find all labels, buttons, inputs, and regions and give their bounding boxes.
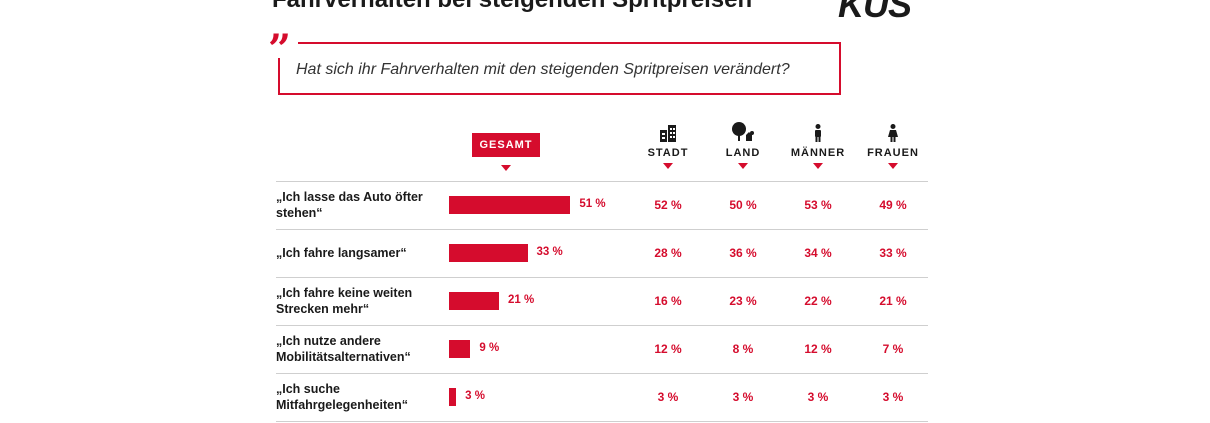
value-maenner: 22 % [804,294,832,308]
column-header-stadt: STADT [628,120,708,169]
value-stadt: 3 % [657,390,679,404]
gesamt-bar [449,244,528,262]
row-label: „Ich fahre langsamer“ [276,246,407,260]
row-label: „Ich fahre keine weiten Strecken mehr“ [276,286,413,316]
stadt-pointer-icon [663,163,673,169]
value-frauen: 7 % [882,342,904,356]
column-header-frauen: FRAUEN [853,120,933,169]
value-frauen: 21 % [879,294,907,308]
value-maenner: 53 % [804,198,832,212]
value-stadt: 16 % [654,294,682,308]
frauen-pointer-icon [888,163,898,169]
value-frauen: 3 % [882,390,904,404]
row-divider [276,373,928,374]
row-divider [276,421,928,422]
row-divider [276,229,928,230]
column-header-gesamt: GESAMT [472,133,540,157]
gesamt-value: 21 % [507,294,535,306]
woman-icon [853,120,933,142]
row-divider [276,325,928,326]
row-divider [276,277,928,278]
column-label-frauen: FRAUEN [867,147,919,159]
gesamt-bar [449,340,471,358]
maenner-pointer-icon [813,163,823,169]
quote-mark-icon: ” [268,26,292,73]
column-label-maenner: MÄNNER [790,147,846,159]
city-buildings-icon [628,120,708,142]
value-maenner: 12 % [804,342,832,356]
column-label-stadt: STADT [647,147,689,159]
land-pointer-icon [738,163,748,169]
gesamt-bar [449,196,571,214]
man-icon [778,120,858,142]
brand-logo: KUS [838,0,912,25]
value-land: 36 % [729,246,757,260]
gesamt-pointer-icon [501,165,511,171]
gesamt-value: 51 % [579,198,606,210]
value-land: 50 % [729,198,757,212]
value-maenner: 34 % [804,246,832,260]
value-stadt: 12 % [654,342,682,356]
value-stadt: 28 % [654,246,682,260]
gesamt-value: 3 % [465,390,485,402]
row-label: „Ich lasse das Auto öfter stehen“ [276,190,423,220]
row-label: „Ich nutze andere Mobilitätsalternativen… [276,334,411,364]
value-land: 3 % [732,390,754,404]
gesamt-bar [449,292,499,310]
value-frauen: 49 % [879,198,907,212]
column-header-maenner: MÄNNER [778,120,858,169]
row-divider [276,181,928,182]
gesamt-bar [449,388,457,406]
column-label-land: LAND [725,147,761,159]
value-frauen: 33 % [879,246,907,260]
question-text: Hat sich ihr Fahrverhalten mit den steig… [296,61,790,78]
column-header-land: LAND [703,120,783,169]
gesamt-value: 33 % [536,246,563,258]
row-label: „Ich suche Mitfahrgelegenheiten“ [276,382,408,412]
page-title: Fahrverhalten bei steigenden Spritpreise… [272,0,752,14]
value-stadt: 52 % [654,198,682,212]
gesamt-value: 9 % [479,342,500,354]
value-land: 8 % [732,342,754,356]
value-maenner: 3 % [807,390,829,404]
tree-farm-icon [703,120,783,142]
question-box [278,42,841,95]
value-land: 23 % [729,294,757,308]
